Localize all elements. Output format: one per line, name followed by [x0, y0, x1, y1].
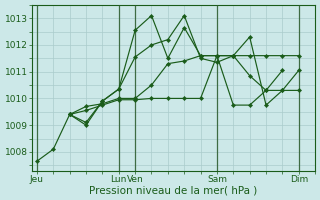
X-axis label: Pression niveau de la mer( hPa ): Pression niveau de la mer( hPa )	[90, 185, 258, 195]
